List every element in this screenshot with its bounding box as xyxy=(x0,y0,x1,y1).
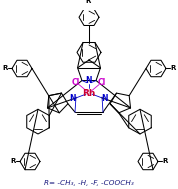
Text: R: R xyxy=(2,66,8,71)
Text: R= -CH₃, -H, -F, -COOCH₃: R= -CH₃, -H, -F, -COOCH₃ xyxy=(44,180,134,186)
Text: R: R xyxy=(85,0,91,5)
Text: N: N xyxy=(102,94,108,103)
Text: Cl: Cl xyxy=(98,78,106,87)
Text: R: R xyxy=(10,159,16,164)
Text: N: N xyxy=(86,76,92,85)
Text: Rh: Rh xyxy=(82,89,96,98)
Text: R: R xyxy=(162,159,168,164)
Text: R: R xyxy=(170,66,176,71)
Text: N: N xyxy=(70,94,76,103)
Text: Cl: Cl xyxy=(72,78,80,87)
